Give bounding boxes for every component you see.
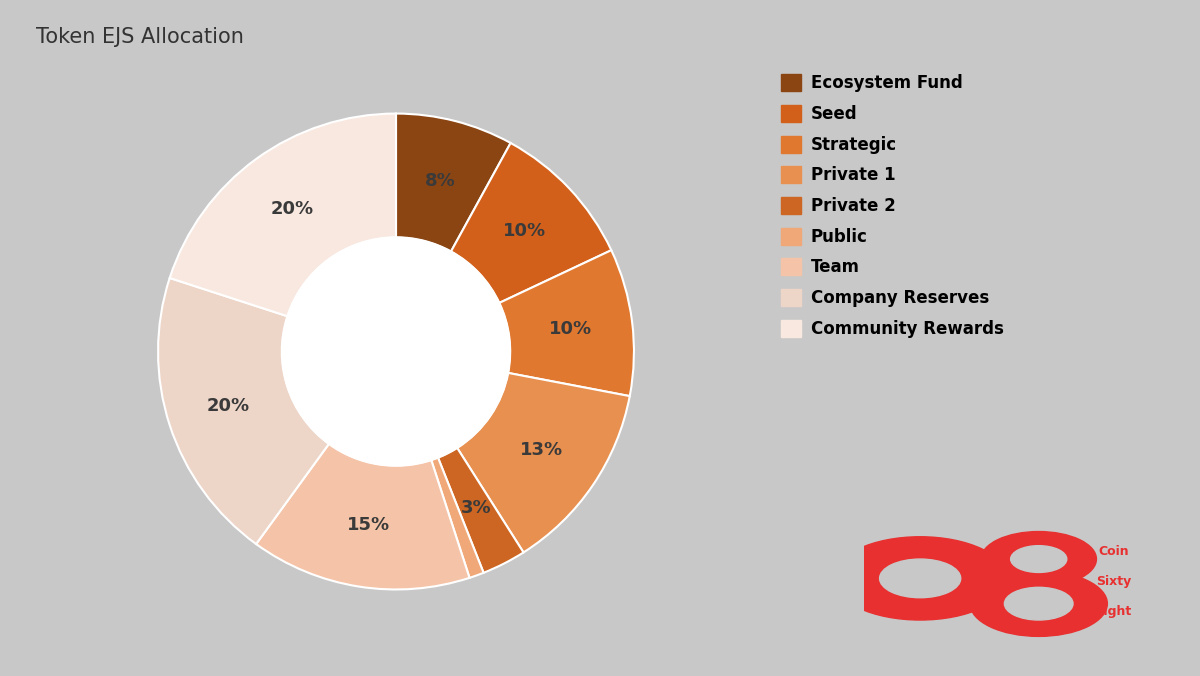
- Text: 20%: 20%: [271, 200, 314, 218]
- Text: Coin: Coin: [1098, 545, 1129, 558]
- Wedge shape: [499, 250, 634, 396]
- Circle shape: [1010, 546, 1067, 573]
- Text: 10%: 10%: [503, 222, 546, 240]
- Circle shape: [833, 537, 1008, 620]
- Text: 10%: 10%: [550, 320, 593, 339]
- Wedge shape: [169, 114, 396, 316]
- Text: 15%: 15%: [347, 516, 390, 535]
- Wedge shape: [396, 114, 511, 251]
- Legend: Ecosystem Fund, Seed, Strategic, Private 1, Private 2, Public, Team, Company Res: Ecosystem Fund, Seed, Strategic, Private…: [774, 68, 1010, 344]
- Wedge shape: [158, 278, 329, 544]
- Circle shape: [970, 571, 1108, 636]
- Text: 20%: 20%: [206, 397, 250, 415]
- Circle shape: [1004, 587, 1073, 620]
- Wedge shape: [256, 444, 469, 589]
- Text: Sixty: Sixty: [1096, 575, 1132, 588]
- Wedge shape: [457, 373, 630, 552]
- Text: 8%: 8%: [425, 172, 455, 190]
- Text: 13%: 13%: [520, 441, 563, 460]
- Text: Token EJS Allocation: Token EJS Allocation: [36, 27, 244, 47]
- Wedge shape: [431, 458, 484, 578]
- Text: 3%: 3%: [461, 500, 491, 517]
- Wedge shape: [438, 448, 523, 573]
- Circle shape: [982, 531, 1097, 587]
- Circle shape: [282, 237, 510, 466]
- Wedge shape: [451, 143, 611, 303]
- Text: Eight: Eight: [1096, 604, 1132, 618]
- Circle shape: [880, 559, 961, 598]
